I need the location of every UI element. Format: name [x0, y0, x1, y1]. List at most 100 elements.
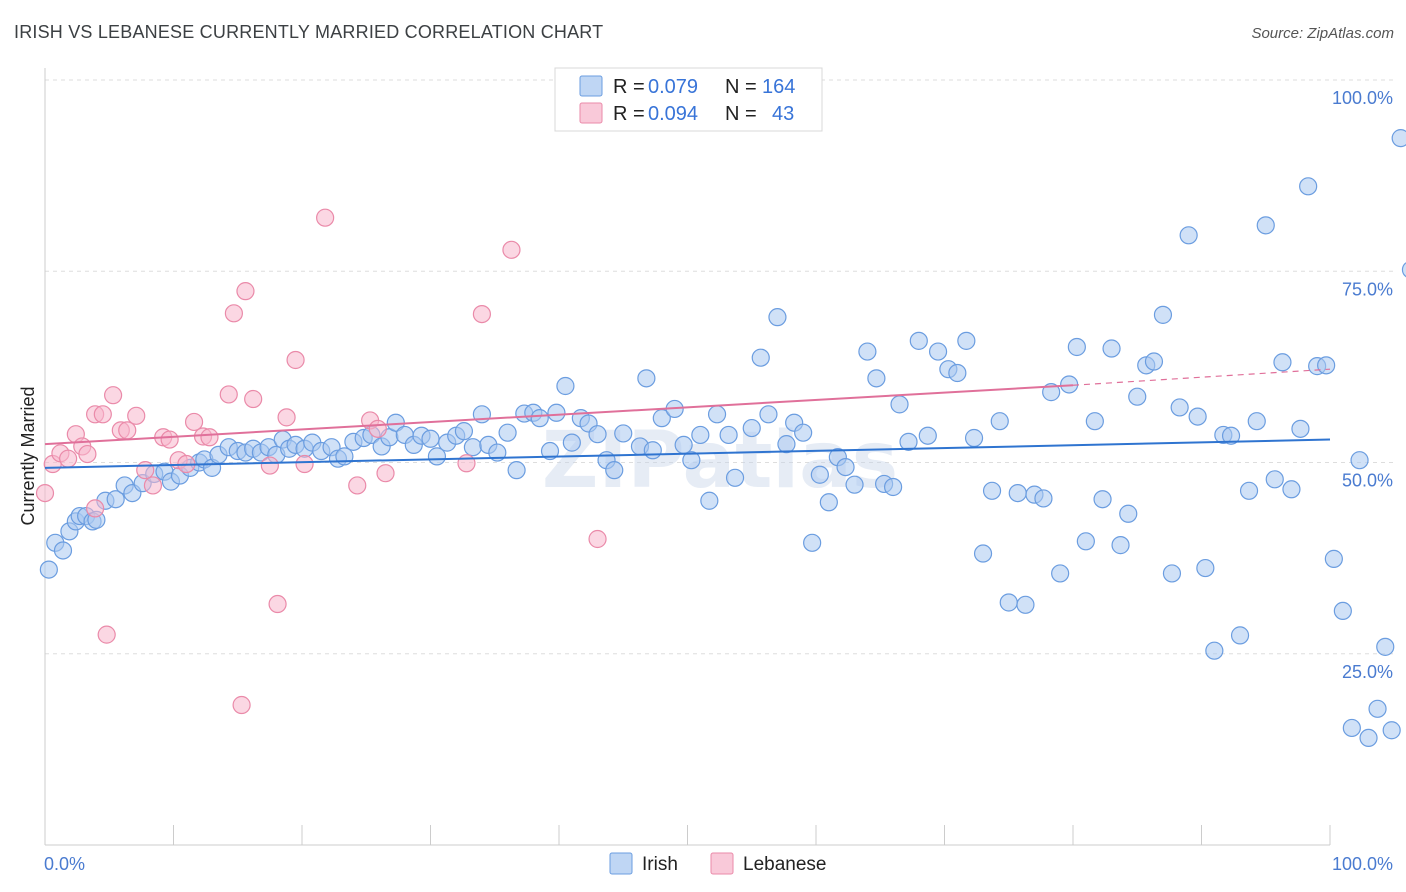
- lebanese-point: [104, 386, 123, 405]
- irish-point: [1317, 356, 1336, 375]
- irish-point: [39, 560, 58, 579]
- lebanese-point: [219, 385, 238, 404]
- irish-point: [858, 342, 877, 361]
- irish-point: [1368, 699, 1387, 718]
- irish-point: [918, 426, 937, 445]
- lebanese-point: [295, 454, 314, 474]
- irish-point: [1128, 387, 1147, 406]
- irish-point: [605, 461, 624, 480]
- irish-point: [53, 541, 73, 560]
- bottom-legend-swatch-irish: [609, 852, 633, 875]
- irish-point: [803, 533, 822, 552]
- irish-point: [742, 418, 761, 438]
- lebanese-point: [93, 405, 112, 424]
- lebanese-point: [316, 208, 335, 227]
- lebanese-point: [224, 304, 243, 323]
- irish-point: [1265, 470, 1284, 489]
- irish-point: [463, 438, 483, 457]
- irish-point: [556, 376, 575, 396]
- lebanese-points: [35, 208, 607, 715]
- legend-n-value-lebanese: 43: [772, 103, 794, 125]
- irish-point: [948, 363, 967, 383]
- irish-point: [1067, 337, 1086, 357]
- lebanese-point: [97, 625, 116, 644]
- irish-point: [1196, 558, 1215, 578]
- irish-point: [547, 403, 566, 422]
- lebanese-point: [268, 594, 287, 614]
- y-tick-label: 100.0%: [1332, 88, 1393, 108]
- irish-point: [777, 435, 796, 454]
- chart-title: IRISH VS LEBANESE CURRENTLY MARRIED CORR…: [14, 22, 604, 42]
- lebanese-trend-line: [44, 384, 1074, 446]
- y-tick-label: 50.0%: [1342, 471, 1393, 491]
- irish-point: [588, 425, 607, 444]
- y-tick-labels: 100.0% 75.0% 50.0% 25.0%: [1332, 88, 1393, 682]
- irish-point: [759, 405, 778, 424]
- legend-swatch-irish: [579, 75, 603, 97]
- irish-point: [999, 593, 1018, 612]
- irish-point: [1188, 407, 1207, 426]
- gridlines: [45, 79, 1395, 655]
- irish-point: [1144, 352, 1164, 371]
- lebanese-point: [59, 449, 78, 468]
- irish-point: [794, 423, 813, 442]
- irish-points: [39, 129, 1406, 748]
- legend-n-value-irish: 164: [762, 76, 795, 98]
- irish-point: [454, 422, 474, 441]
- irish-point: [427, 447, 447, 466]
- y-tick-label: 25.0%: [1342, 662, 1393, 682]
- lebanese-trend-extension: [1072, 368, 1331, 386]
- lebanese-point: [260, 456, 279, 475]
- lebanese-point: [502, 240, 521, 259]
- irish-point: [1359, 728, 1378, 748]
- irish-point: [964, 428, 984, 448]
- irish-point: [1119, 504, 1138, 523]
- irish-point: [836, 457, 855, 477]
- lebanese-point: [160, 430, 179, 449]
- irish-point: [637, 369, 656, 388]
- lebanese-point: [236, 282, 255, 301]
- irish-point: [845, 475, 864, 494]
- irish-point: [498, 423, 517, 442]
- irish-point: [1291, 419, 1310, 438]
- irish-point: [973, 544, 993, 563]
- lebanese-point: [368, 419, 387, 438]
- irish-point: [1008, 484, 1027, 503]
- legend-r-label-lebanese: R =: [613, 103, 645, 125]
- lebanese-point: [277, 408, 296, 427]
- irish-point: [883, 477, 903, 497]
- legend-r-value-lebanese: 0.094: [648, 103, 698, 125]
- irish-point: [1382, 721, 1401, 740]
- irish-point: [982, 481, 1002, 500]
- irish-point: [540, 441, 560, 461]
- irish-point: [700, 491, 719, 510]
- trend-lines: [44, 368, 1331, 469]
- irish-point: [1401, 262, 1406, 278]
- y-axis-label: Currently Married: [18, 386, 38, 525]
- irish-point: [1016, 595, 1035, 614]
- x-tick-label: 0.0%: [44, 854, 85, 874]
- irish-point: [507, 461, 526, 480]
- lebanese-point: [35, 484, 55, 503]
- irish-point: [990, 412, 1009, 431]
- irish-point: [674, 435, 693, 455]
- irish-point: [1256, 216, 1275, 235]
- x-tick-labels: 0.0% 100.0%: [44, 854, 1393, 874]
- irish-point: [707, 405, 727, 424]
- irish-point: [1221, 426, 1241, 445]
- irish-point: [928, 342, 948, 361]
- legend-n-label-irish: N =: [725, 76, 757, 98]
- irish-point: [1391, 129, 1406, 148]
- irish-point: [1205, 641, 1224, 660]
- irish-point: [1093, 490, 1112, 509]
- lebanese-point: [472, 304, 491, 324]
- irish-point: [810, 465, 829, 484]
- irish-point: [106, 490, 125, 509]
- lebanese-point: [200, 428, 219, 447]
- irish-point: [1162, 564, 1182, 583]
- lebanese-point: [86, 499, 105, 518]
- lebanese-point: [376, 464, 395, 483]
- lebanese-point: [457, 454, 476, 473]
- irish-point: [1170, 398, 1189, 417]
